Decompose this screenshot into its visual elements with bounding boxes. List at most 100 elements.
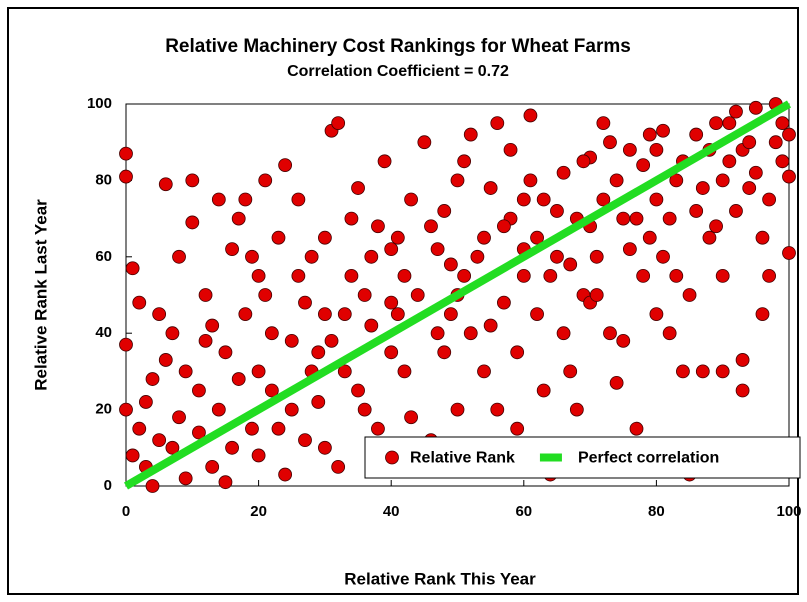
scatter-point (317, 307, 332, 322)
scatter-point (251, 364, 266, 379)
scatter-point (410, 288, 425, 302)
chart-subtitle: Correlation Coefficient = 0.72 (287, 63, 509, 80)
scatter-point (563, 364, 578, 379)
scatter-point (185, 173, 200, 188)
scatter-point (357, 402, 372, 417)
scatter-point (510, 345, 525, 360)
scatter-point (371, 421, 385, 436)
scatter-point (782, 169, 796, 184)
scatter-point (503, 142, 518, 157)
scatter-point (477, 230, 491, 245)
scatter-point (278, 467, 293, 482)
scatter-point (245, 249, 259, 264)
legend-label: Relative Rank (410, 450, 515, 467)
scatter-point (132, 421, 147, 436)
scatter-point (284, 333, 299, 348)
y-tick-label: 80 (95, 171, 112, 188)
scatter-point (158, 177, 173, 192)
scatter-point (762, 268, 777, 283)
scatter-point (530, 230, 544, 245)
scatter-point (536, 192, 551, 207)
scatter-point (629, 211, 644, 226)
scatter-point (225, 440, 239, 455)
scatter-point (311, 395, 326, 409)
scatter-point (530, 307, 544, 322)
scatter-point (682, 288, 697, 302)
scatter-point (457, 154, 472, 169)
scatter-point (132, 295, 147, 310)
scatter-point (735, 353, 750, 367)
scatter-point (748, 100, 763, 115)
scatter-point (298, 295, 312, 310)
scatter-point (119, 402, 133, 417)
scatter-point (450, 173, 465, 188)
scatter-point (596, 116, 611, 130)
scatter-point (589, 288, 604, 302)
scatter-point (337, 364, 352, 379)
scatter-point (695, 364, 710, 379)
scatter-point (119, 146, 133, 161)
scatter-point (669, 268, 684, 283)
scatter-point (211, 192, 226, 207)
scatter-point (152, 307, 167, 322)
scatter-point (782, 246, 796, 260)
scatter-point (324, 333, 339, 348)
scatter-point (245, 421, 259, 436)
legend-marker (385, 450, 399, 465)
scatter-point (782, 127, 796, 142)
scatter-point (729, 104, 743, 119)
scatter-point (138, 395, 153, 409)
scatter-point (225, 242, 239, 257)
scatter-point (649, 142, 664, 157)
scatter-point (729, 204, 743, 218)
scatter-point (377, 154, 392, 169)
scatter-point (695, 181, 710, 195)
scatter-point (490, 402, 505, 417)
scatter-point (317, 440, 332, 455)
scatter-point (331, 459, 346, 474)
scatter-point (238, 192, 253, 207)
scatter-point (331, 116, 346, 130)
x-axis-label: Relative Rank This Year (344, 569, 536, 588)
scatter-point (125, 448, 140, 463)
scatter-point (317, 230, 332, 245)
scatter-point (145, 372, 160, 386)
scatter-point (198, 333, 213, 348)
scatter-point (755, 230, 770, 245)
scatter-point (550, 204, 564, 218)
scatter-point (483, 181, 498, 195)
scatter-point (264, 326, 279, 341)
scatter-point (205, 459, 220, 474)
scatter-point (649, 307, 664, 322)
scatter-point (198, 288, 213, 302)
scatter-point (351, 383, 365, 398)
scatter-point (430, 242, 445, 257)
scatter-point (516, 192, 531, 207)
scatter-point (284, 402, 299, 417)
x-tick-label: 80 (648, 503, 665, 520)
scatter-point (251, 268, 266, 283)
scatter-point (563, 257, 578, 272)
scatter-point (457, 268, 472, 283)
x-tick-label: 20 (250, 503, 267, 520)
scatter-point (278, 158, 293, 173)
legend-label: Perfect correlation (578, 450, 719, 467)
scatter-point (589, 249, 604, 264)
scatter-point (523, 108, 538, 123)
scatter-point (755, 307, 770, 322)
scatter-point (271, 421, 286, 436)
scatter-point (178, 471, 193, 486)
scatter-point (192, 383, 206, 398)
scatter-point (556, 165, 571, 180)
x-tick-label: 100 (776, 503, 801, 520)
scatter-point (709, 219, 723, 234)
scatter-point (742, 135, 757, 150)
scatter-point (510, 421, 525, 436)
scatter-point (397, 268, 412, 283)
x-tick-label: 60 (515, 503, 532, 520)
reference-line (124, 100, 791, 490)
scatter-point (609, 173, 624, 188)
scatter-point (357, 288, 372, 302)
scatter-point (497, 295, 511, 310)
scatter-point (722, 154, 737, 169)
